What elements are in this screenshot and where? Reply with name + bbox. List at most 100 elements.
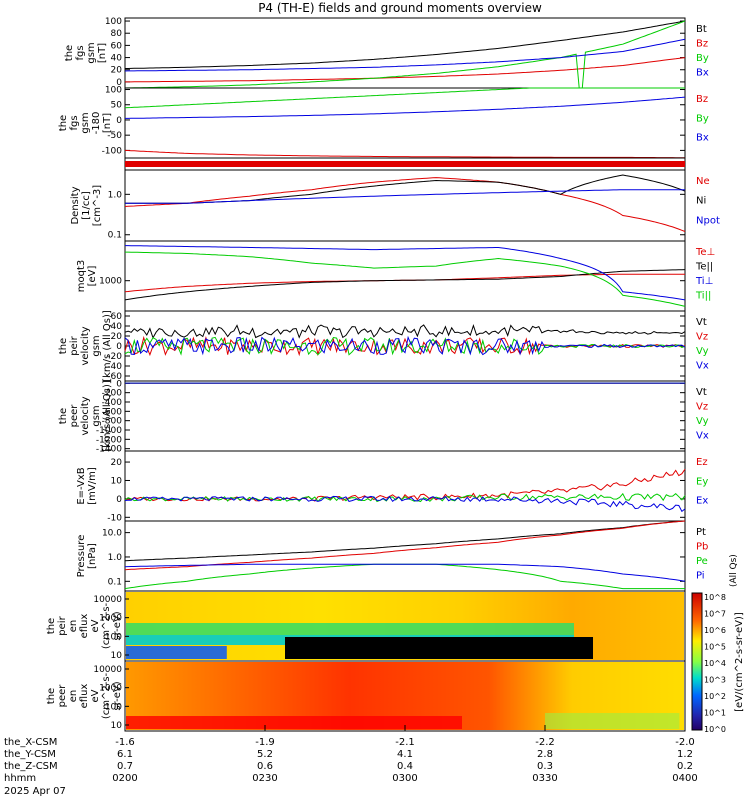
ylabel-line: peir: [69, 335, 80, 355]
colorbar-tick: 10^1: [704, 709, 726, 718]
colorbar-tick: 10^2: [704, 692, 726, 701]
series-vy-line: [124, 336, 686, 356]
series-bz-line: [125, 57, 686, 83]
series-vt-line: [124, 324, 686, 340]
series-ex-line: [124, 495, 686, 513]
xaxis-row-label: hhmm: [4, 773, 36, 784]
series-pe-line: [124, 563, 685, 590]
ytick-label: -20: [107, 352, 122, 362]
ylabel-line: en: [68, 690, 79, 703]
xtick-label-y: 2.8: [537, 749, 553, 760]
legend-label-ex: Ex: [696, 496, 708, 507]
legend-label-ni: Ni: [696, 196, 706, 207]
colorbar-label: [eV/(cm^2-s-sr-eV)]: [734, 612, 745, 712]
series-ti||-line: [125, 251, 686, 307]
ylabel-line: eflux: [79, 684, 90, 709]
ytick-label: 100: [105, 702, 122, 712]
ylabel-line: eV: [90, 689, 101, 702]
panel-frame: [124, 240, 686, 312]
ytick-label: 40: [111, 54, 123, 64]
legend: Pt Pb Pe Pi: [696, 527, 708, 582]
ytick-label: 0: [116, 116, 122, 126]
panel-frame: [124, 450, 686, 522]
ylabel-line: [1/cc]: [81, 191, 92, 220]
ytick-label: 100: [105, 86, 122, 96]
xtick-label-y: 6.1: [117, 749, 133, 760]
ytick-label: 1.0: [108, 553, 123, 563]
ylabel-line: peir: [57, 615, 68, 635]
legend: Te⊥ Te|| Ti⊥ Ti||: [695, 247, 715, 302]
colorbar: 10^8 10^7 10^6 10^5 10^4 10^3 10^2 10^1 10^0 [eV/…: [691, 592, 745, 734]
ylabel-line: gsm: [91, 335, 102, 356]
spectrogram-band: [545, 713, 680, 729]
xtick-label-t: 0300: [392, 773, 417, 784]
ylabel-line: the: [58, 338, 69, 354]
ylabel-line: (cm^2-s-: [101, 602, 112, 649]
ytick-label: -1000: [96, 426, 122, 436]
ytick-label: -400: [102, 398, 123, 408]
series-npot-line: [125, 189, 685, 204]
legend-label-ne: Ne: [696, 176, 710, 187]
ytick-label: -100: [102, 146, 123, 156]
series-ey-line: [124, 492, 686, 503]
ylabel-line: Pressure: [76, 535, 87, 578]
panel-p3: [124, 157, 686, 171]
ylabel-line: the: [58, 115, 69, 131]
ytick-label: 10: [111, 476, 123, 486]
ytick-label: 0: [116, 495, 122, 505]
legend-label-vx: Vx: [696, 431, 709, 442]
legend-label-ti||: Ti||: [695, 291, 711, 302]
ytick-label: 80: [111, 29, 123, 39]
colorbar-tick: 10^8: [704, 593, 726, 602]
ylabel-line: [nT]: [97, 43, 108, 63]
ylabel-line: eflux: [79, 614, 90, 639]
legend-label-ey: Ey: [696, 476, 708, 487]
ylabel-line: sr-eV): [112, 681, 123, 710]
legend-label-ti⊥: Ti⊥: [695, 276, 713, 287]
xtick-label-z: 0.4: [397, 761, 413, 772]
ylabel-line: the: [46, 688, 57, 704]
ytick-label: 40: [111, 322, 123, 332]
legend: Bt Bz By Bx: [696, 24, 709, 79]
ytick-label: -40: [107, 362, 122, 372]
ytick-label: 0.1: [108, 231, 122, 241]
legend-label-bx: Bx: [696, 68, 709, 79]
ytick-label: 10.0: [102, 529, 122, 539]
ylabel-line: [km/s (All Qs)]: [102, 380, 113, 452]
xtick-label-x: -1.6: [115, 737, 135, 748]
series-pt-line: [124, 520, 686, 562]
ytick-label: 60: [111, 41, 123, 51]
ylabel-line: [cm^-3]: [92, 185, 103, 226]
ytick-label: 1000: [99, 684, 122, 694]
series-pi-line: [124, 563, 686, 582]
flag-bar: [125, 161, 685, 167]
xaxis-row-label: the_X-CSM: [4, 737, 57, 748]
series-bz-line: [124, 149, 685, 159]
series-vx-line: [124, 335, 686, 356]
ytick-label: 10000: [93, 595, 122, 605]
ylabel-line: moqt3: [76, 260, 87, 293]
ylabel-line: (cm^2-s-: [101, 672, 112, 719]
legend-label-vx: Vx: [696, 361, 709, 372]
legend-label-pb: Pb: [696, 542, 708, 553]
panel-frame: [124, 520, 686, 592]
panel-p7: 0-200-400-600-800-1000-1200-1400 Vt Vz Vy Vx…: [58, 379, 709, 454]
ytick-label: -800: [102, 417, 123, 427]
legend-label-vy: Vy: [696, 416, 709, 427]
series-bx-line: [125, 96, 686, 119]
ytick-label: 10: [111, 721, 123, 731]
legend-label-by: By: [696, 113, 709, 124]
ylabel-line: velocity: [80, 396, 91, 435]
legend-label-te||: Te||: [695, 262, 713, 273]
ylabel-line: gsm: [86, 42, 97, 63]
ylabel-line: en: [68, 620, 79, 633]
panel-p1: 100 80 60 40 20 0 Bt Bz By Bx the fgs gsm [nT]: [64, 17, 709, 89]
spectrogram-band: [126, 716, 462, 729]
ylabel-line: [nPa]: [87, 543, 98, 569]
ytick-label: 10: [111, 651, 123, 661]
xtick-label-z: 0.6: [257, 761, 273, 772]
